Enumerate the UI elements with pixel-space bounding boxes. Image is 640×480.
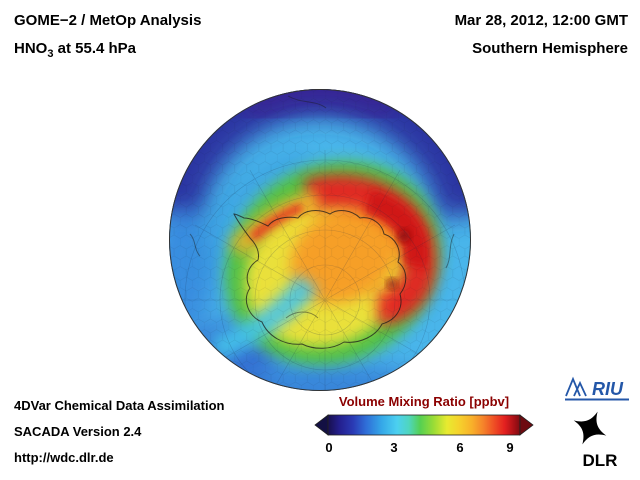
dlr-logo-icon: DLR xyxy=(573,411,618,470)
colorbar-title: Volume Mixing Ratio [ppbv] xyxy=(338,394,510,409)
species-level: at 55.4 hPa xyxy=(53,40,137,57)
title-species-level: HNO3 at 55.4 hPa xyxy=(14,40,136,60)
species-formula-subscript: 3 xyxy=(47,48,54,60)
riu-logo: RIU xyxy=(562,374,632,404)
coastlines xyxy=(189,95,455,349)
hemisphere-map xyxy=(168,88,472,392)
colorbar-tick-0: 0 xyxy=(325,440,333,455)
colorbar-above-range-arrow xyxy=(519,414,534,436)
dlr-logo: DLR xyxy=(556,408,628,472)
colorbar-tick-9: 9 xyxy=(506,440,514,455)
dlr-logo-text: DLR xyxy=(583,451,618,470)
colorbar-below-range-arrow xyxy=(314,414,329,436)
colorbar-tick-3: 3 xyxy=(390,440,398,455)
colorbar-gradient xyxy=(314,414,534,436)
coastline-antarctica xyxy=(233,210,407,349)
riu-logo-icon: RIU xyxy=(565,376,629,401)
datetime-label: Mar 28, 2012, 12:00 GMT xyxy=(454,12,628,29)
hemisphere-label: Southern Hemisphere xyxy=(472,40,628,57)
hemisphere-map-svg xyxy=(169,89,471,391)
colorbar: Volume Mixing Ratio [ppbv] 0 3 xyxy=(314,394,534,460)
colorbar-tick-6: 6 xyxy=(456,440,464,455)
species-formula: HNO xyxy=(14,40,48,57)
url-label: http://wdc.dlr.de xyxy=(14,450,114,465)
dlr-star-icon xyxy=(573,411,607,445)
version-label: SACADA Version 2.4 xyxy=(14,424,142,439)
riu-logo-text: RIU xyxy=(592,379,624,399)
graticule xyxy=(175,150,471,391)
disk-limb xyxy=(169,89,471,391)
assimilation-label: 4DVar Chemical Data Assimilation xyxy=(14,398,225,413)
title-analysis: GOME−2 / MetOp Analysis xyxy=(14,12,202,29)
